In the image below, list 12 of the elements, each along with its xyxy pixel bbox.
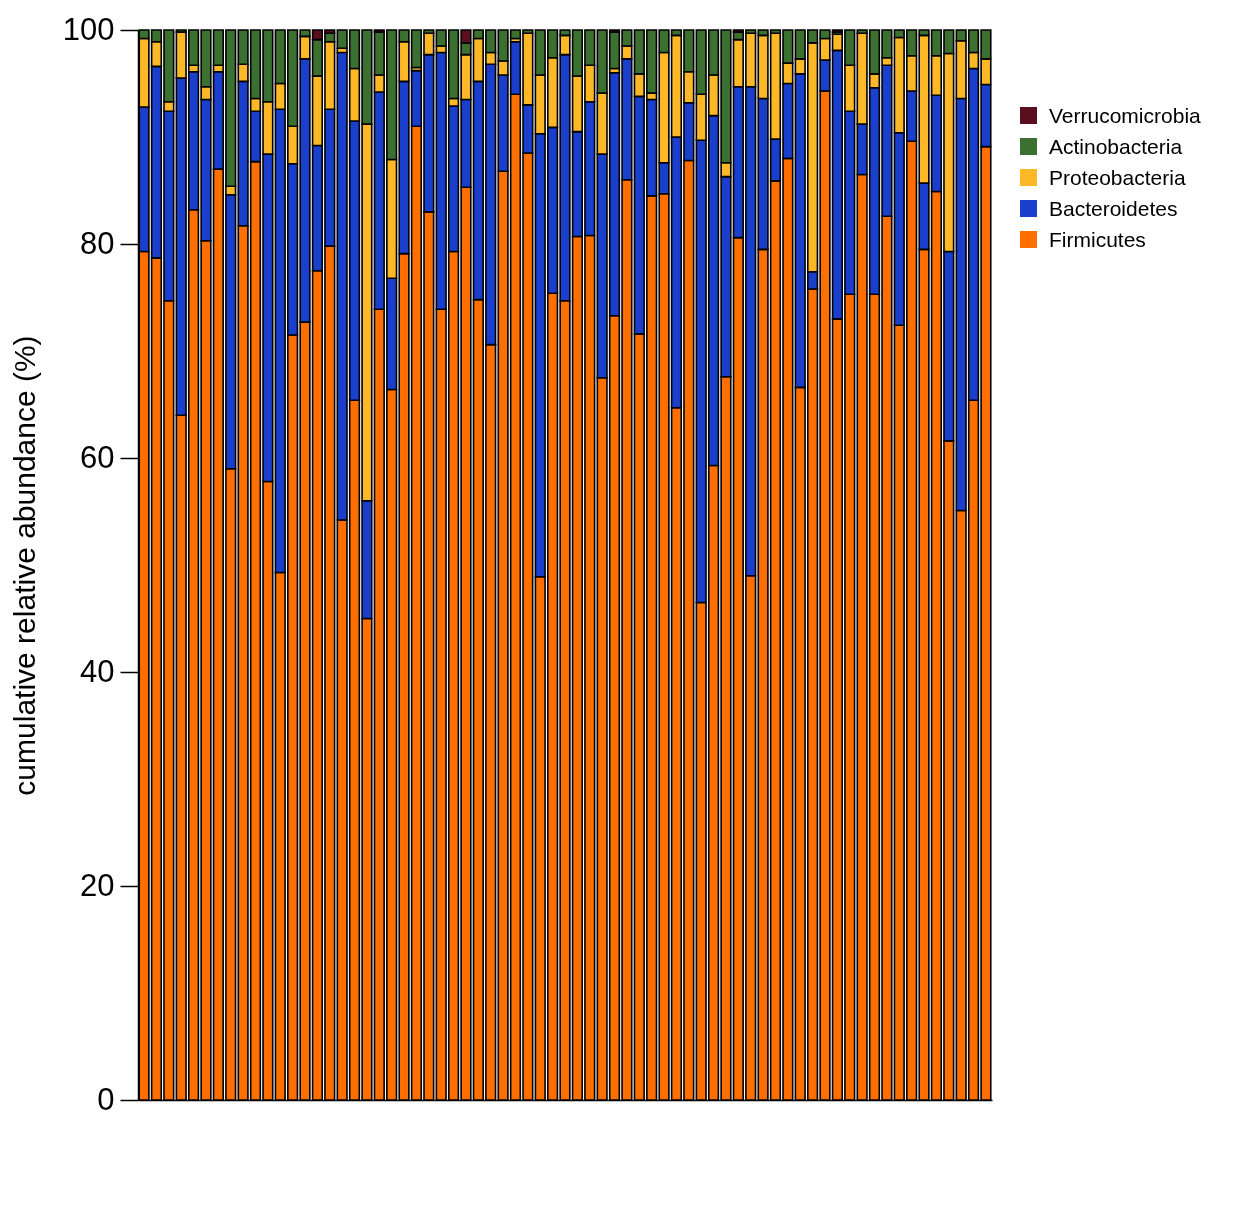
y-tick-label: 100 — [62, 11, 115, 47]
y-tick-label: 80 — [80, 225, 115, 261]
y-tick-label: 40 — [80, 653, 115, 689]
y-axis-title: cumulative relative abundance (%) — [7, 335, 41, 796]
y-tick-label: 20 — [80, 867, 115, 903]
legend-label: Actinobacteria — [1049, 134, 1183, 159]
legend-label: Proteobacteria — [1049, 165, 1186, 190]
text: Firmicutes — [1049, 227, 1146, 252]
y-tick-label: 60 — [80, 439, 115, 475]
legend-label: Verrucomicrobia — [1049, 103, 1201, 128]
y-tick-label: 0 — [97, 1081, 115, 1117]
legend-label: Bacteroidetes — [1049, 196, 1178, 221]
